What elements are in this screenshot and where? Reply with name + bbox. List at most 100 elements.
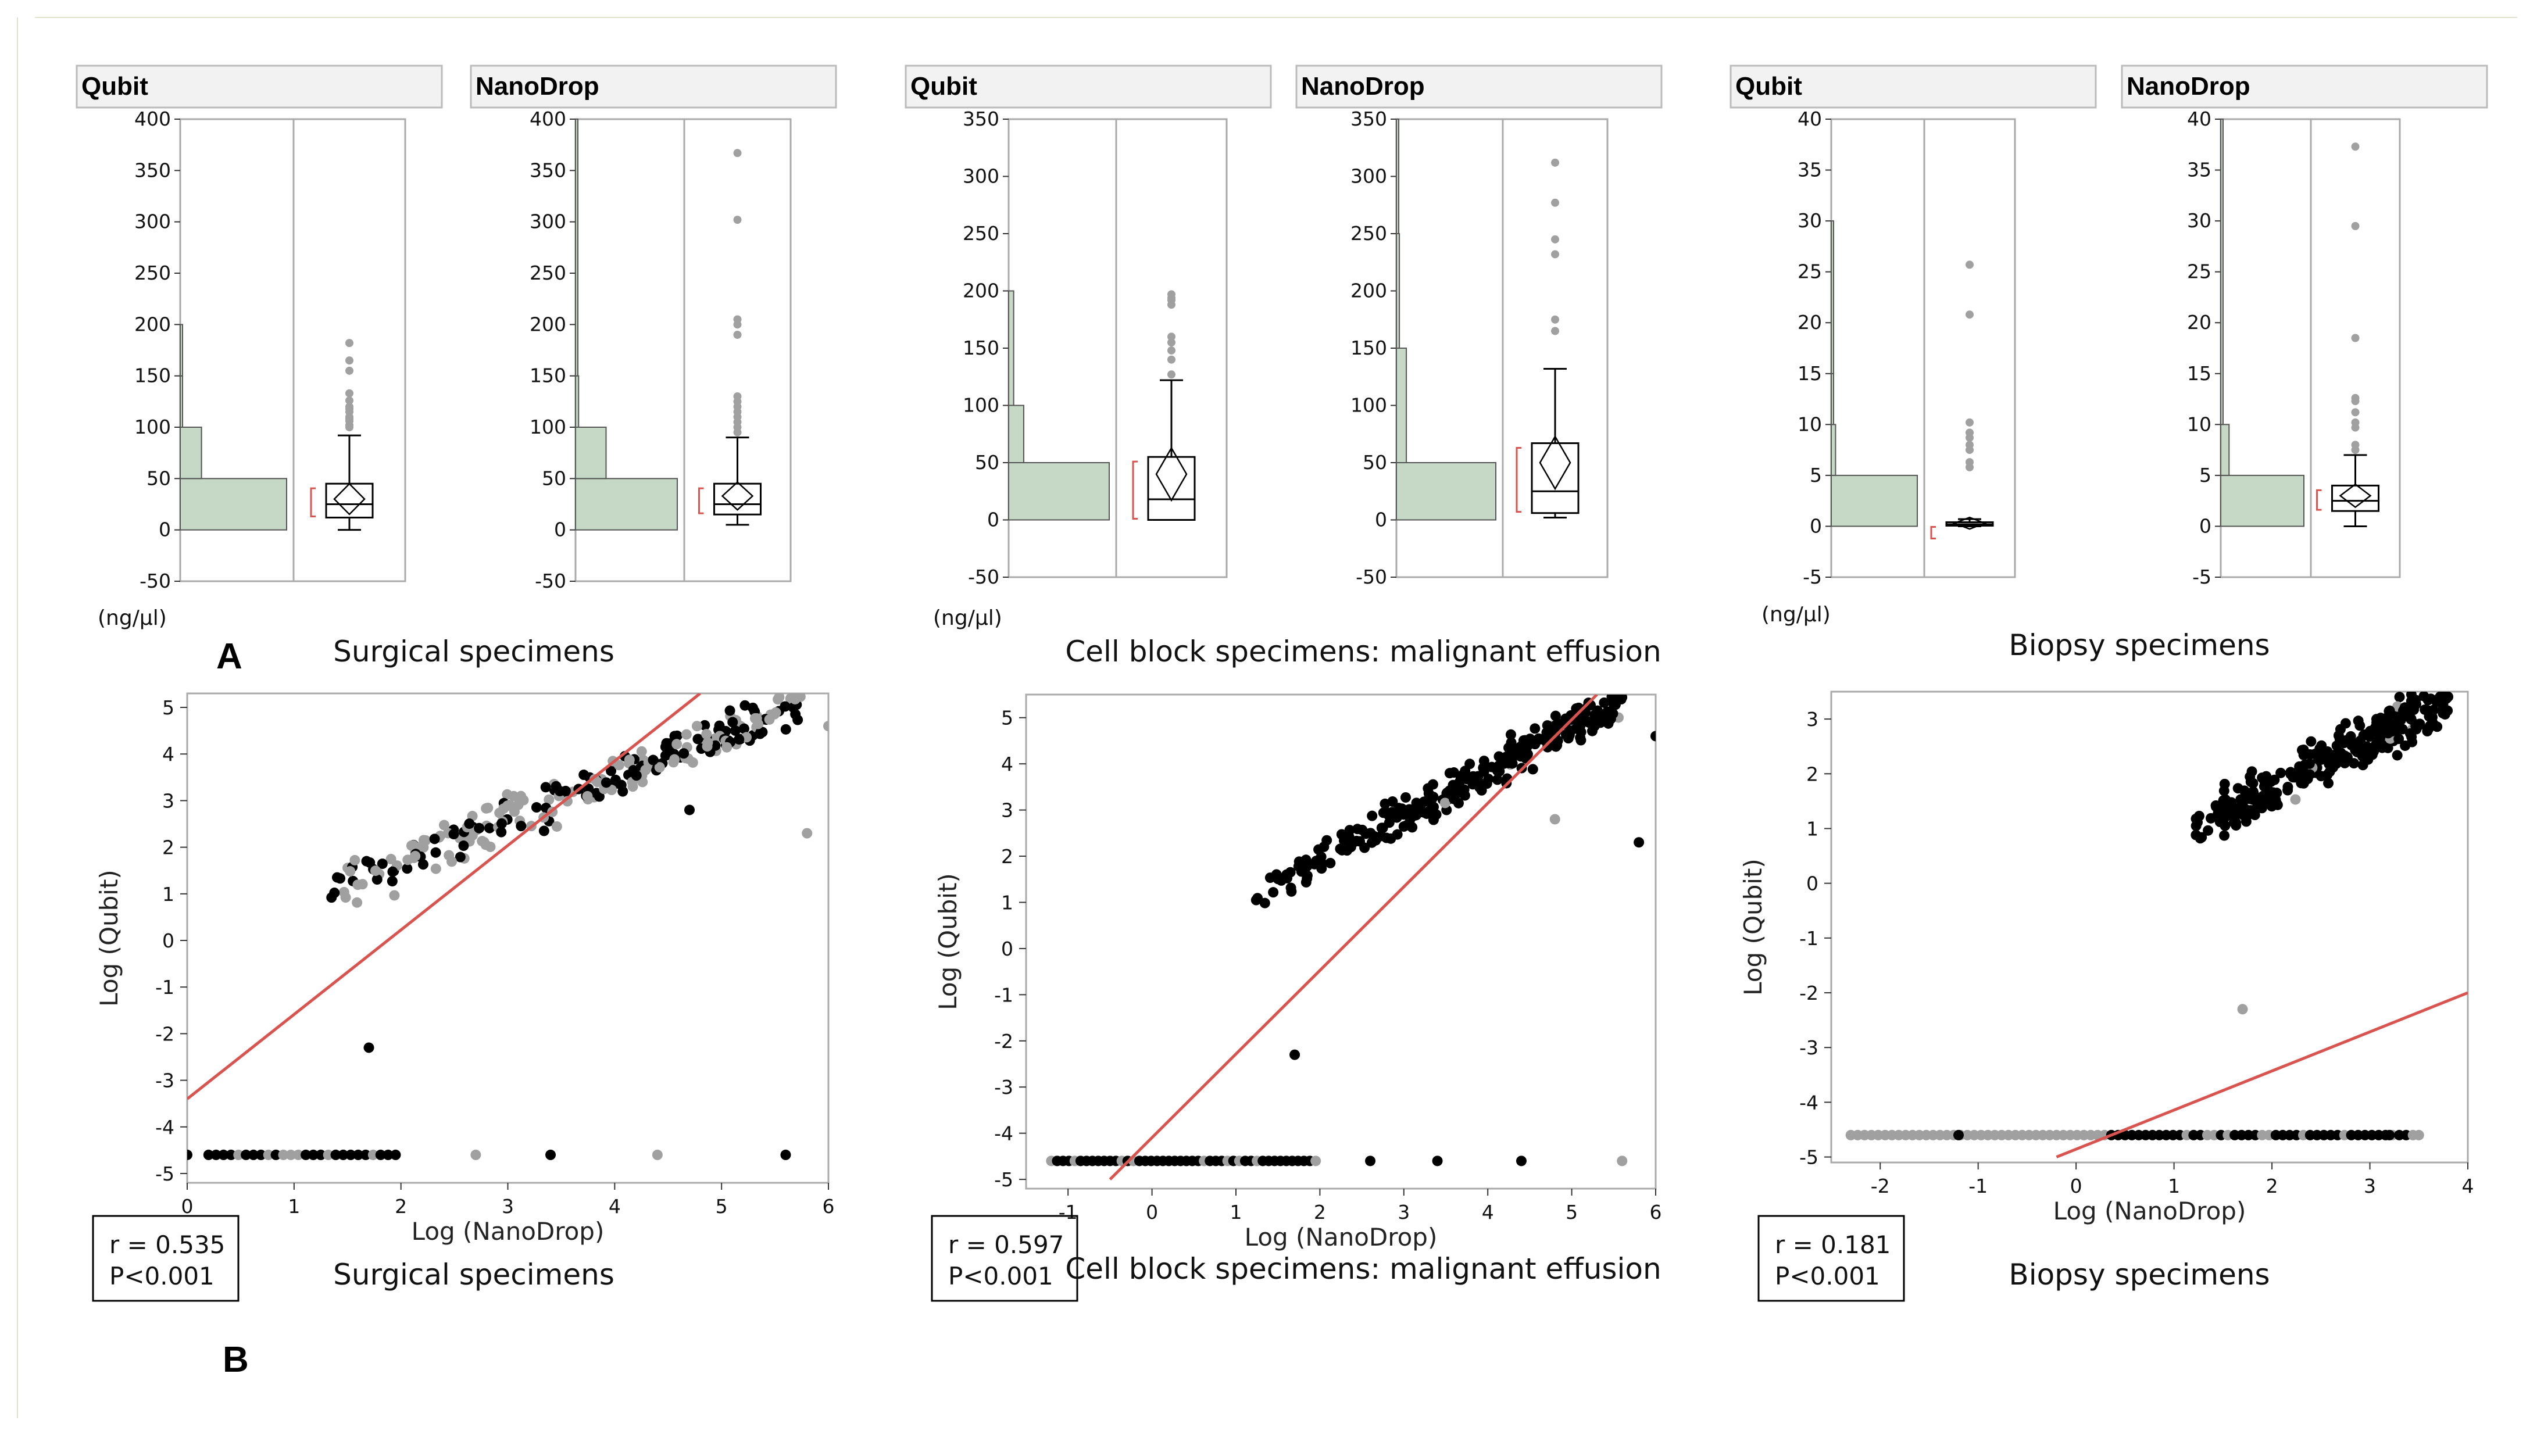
header-box-qubit-surgical — [76, 65, 443, 109]
data-point — [1398, 821, 1409, 832]
data-point — [2404, 728, 2415, 739]
data-point — [2336, 747, 2347, 759]
y-tick-label: 2 — [162, 836, 174, 859]
histogram-bar — [1831, 474, 1918, 527]
data-point — [1385, 833, 1396, 844]
box-iqr — [1147, 456, 1196, 521]
data-point — [270, 1149, 281, 1160]
data-point — [2282, 785, 2293, 796]
data-point — [661, 738, 672, 749]
data-point — [2238, 810, 2249, 821]
x-tick-label: 4 — [2462, 1175, 2474, 1197]
outlier-point — [2351, 221, 2360, 230]
x-tick-label: 6 — [823, 1195, 835, 1218]
data-point — [2393, 734, 2404, 745]
outlier-point — [1167, 332, 1175, 341]
y-tick-label: 0 — [159, 518, 171, 541]
data-point — [352, 897, 363, 908]
data-point — [2333, 730, 2344, 741]
data-point — [210, 1149, 221, 1160]
y-tick-label: -5 — [155, 1162, 174, 1185]
data-point — [353, 1149, 364, 1160]
header-box-nanodrop-cellblock — [1295, 65, 1663, 109]
outlier-point — [1966, 458, 1974, 467]
data-point — [1449, 793, 1460, 804]
data-point — [780, 724, 791, 735]
data-point — [1424, 805, 1435, 816]
histogram-bar — [1008, 462, 1110, 521]
data-point — [1302, 861, 1313, 872]
shortest-half-bracket — [1516, 447, 1521, 513]
y-tick-label: 300 — [1350, 165, 1387, 188]
scatter-points — [1046, 695, 1656, 1180]
y-tick-label: 30 — [1798, 209, 1822, 232]
outlier-point — [1551, 235, 1559, 244]
data-point — [308, 1149, 319, 1160]
data-point — [430, 863, 441, 874]
data-point — [1541, 736, 1552, 747]
data-point — [2397, 724, 2408, 735]
data-point — [734, 734, 745, 745]
histogram-bar — [1831, 373, 1834, 425]
shortest-half-bracket — [2316, 489, 2322, 511]
x-tick-label: 3 — [502, 1195, 514, 1218]
data-point — [429, 833, 440, 845]
outlier-point — [1167, 346, 1175, 355]
data-point — [1432, 1156, 1443, 1167]
data-point — [701, 729, 712, 740]
data-point — [1404, 804, 1415, 815]
data-point — [2219, 830, 2230, 841]
data-point — [1286, 886, 1297, 897]
data-point — [739, 700, 751, 711]
data-point — [278, 1149, 289, 1160]
y-tick-label: -50 — [535, 570, 566, 592]
x-tick-label: 5 — [716, 1195, 728, 1218]
data-point — [470, 1149, 481, 1160]
data-point — [2354, 720, 2366, 731]
y-tick-label: 350 — [134, 159, 171, 181]
data-point — [2286, 768, 2297, 779]
data-point — [1584, 717, 1595, 728]
y-tick-label: 5 — [1001, 707, 1013, 729]
y-tick-label: -5 — [994, 1168, 1013, 1191]
data-point — [1250, 895, 1262, 906]
panel-title: NanoDrop — [476, 72, 599, 101]
x-tick-label: 5 — [1566, 1201, 1578, 1224]
data-point — [1377, 822, 1388, 833]
data-point — [508, 790, 519, 802]
y-tick-label: 150 — [1350, 337, 1387, 359]
data-point — [1617, 1156, 1628, 1167]
data-point — [2316, 754, 2327, 765]
x-tick-label: 2 — [1314, 1201, 1326, 1224]
data-point — [402, 863, 413, 874]
outlier-point — [733, 331, 742, 339]
y-tick-label: -5 — [1803, 566, 1822, 588]
data-point — [1516, 1156, 1527, 1167]
data-point — [1387, 796, 1398, 807]
histogram-bar — [1831, 424, 1836, 476]
data-point — [420, 835, 431, 846]
data-point — [1550, 741, 1561, 752]
data-point — [1542, 720, 1553, 731]
data-point — [390, 1149, 401, 1160]
data-point — [2323, 778, 2334, 789]
y-tick-label: 400 — [530, 108, 566, 130]
fit-line — [2056, 991, 2468, 1158]
scatter-caption: Surgical specimens — [333, 1258, 614, 1292]
y-tick-label: 50 — [146, 467, 171, 489]
outlier-point — [1167, 355, 1175, 364]
data-point — [1336, 829, 1347, 840]
y-tick-label: 50 — [542, 467, 566, 489]
stat-r: r = 0.535 — [109, 1230, 225, 1259]
data-point — [2339, 757, 2350, 768]
data-point — [485, 841, 496, 852]
data-point — [1549, 814, 1560, 825]
data-point — [764, 714, 775, 725]
data-point — [2392, 750, 2403, 761]
data-point — [2224, 806, 2235, 817]
outlier-point — [1551, 315, 1559, 324]
y-tick-label: -1 — [155, 976, 174, 999]
data-point — [285, 1149, 296, 1160]
data-point — [2267, 787, 2278, 798]
